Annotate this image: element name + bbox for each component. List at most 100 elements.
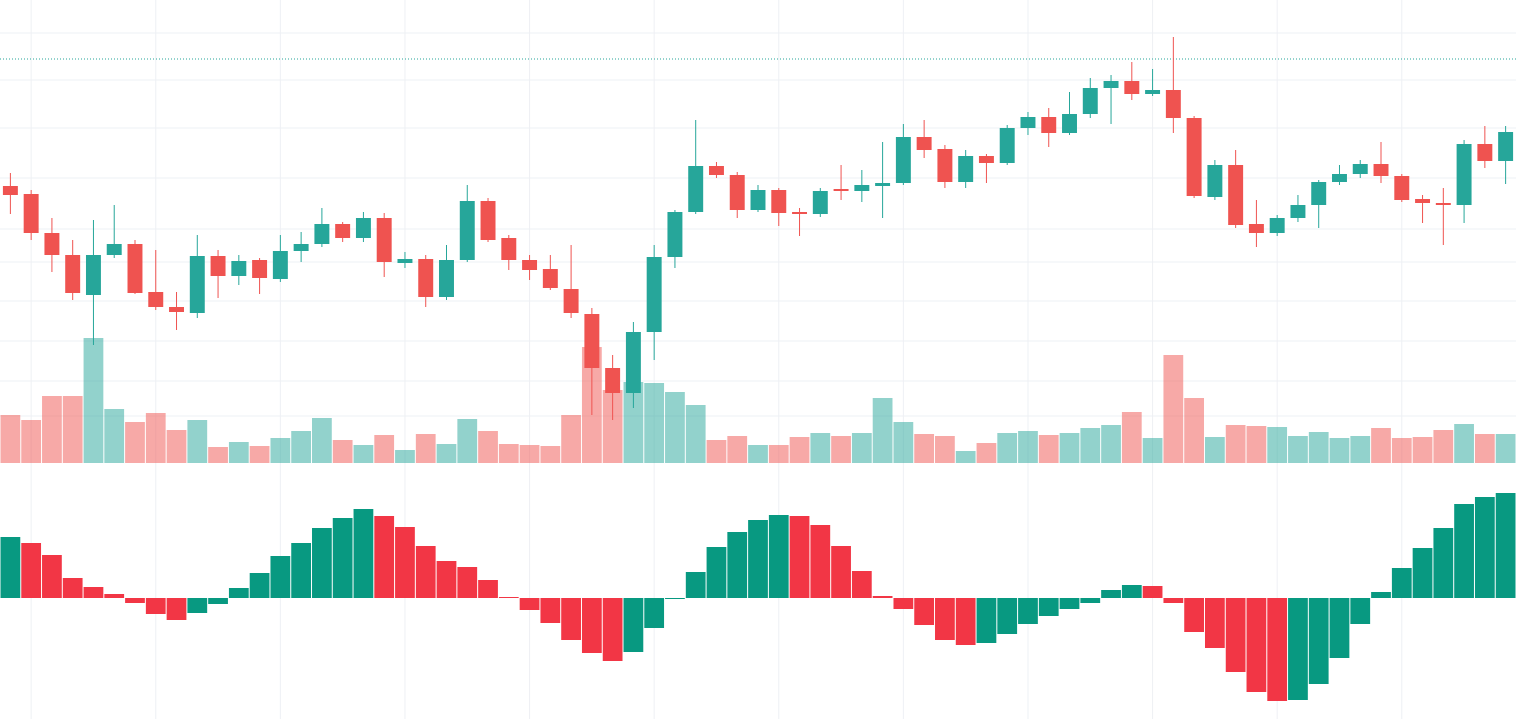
- price-pane: [0, 37, 1516, 420]
- candle-body: [252, 260, 268, 278]
- candle-body: [1456, 144, 1472, 205]
- histogram-bar: [1184, 598, 1204, 632]
- volume-bar: [0, 415, 21, 463]
- volume-bar: [1059, 433, 1080, 463]
- candle-body: [1020, 117, 1036, 128]
- histogram-bar: [353, 509, 374, 598]
- candle-body: [459, 201, 475, 260]
- volume-bar: [1038, 435, 1059, 463]
- histogram-bar: [831, 546, 851, 598]
- candle-body: [1498, 132, 1514, 161]
- candle-body: [1041, 117, 1057, 133]
- volume-bar: [706, 440, 727, 463]
- candle-body: [314, 224, 330, 244]
- volume-bar: [997, 433, 1018, 463]
- candle-body: [1228, 165, 1244, 225]
- candle-body: [1145, 90, 1161, 94]
- candle-body: [542, 269, 558, 288]
- volume-bar: [291, 431, 312, 463]
- histogram-bar: [1412, 548, 1433, 598]
- histogram-bar: [976, 598, 997, 643]
- volume-bar: [1101, 425, 1121, 463]
- volume-bar: [1329, 438, 1350, 463]
- histogram-bar: [914, 598, 935, 625]
- histogram-bar: [208, 598, 228, 604]
- histogram-bar: [768, 515, 789, 598]
- candle-body: [439, 260, 454, 297]
- volume-bar: [1391, 438, 1412, 463]
- volume-bar: [1267, 427, 1288, 463]
- volume-bar: [1412, 437, 1433, 463]
- volume-bar: [208, 447, 228, 463]
- candle-body: [792, 212, 808, 214]
- candle-body: [875, 183, 891, 186]
- volume-bar: [851, 433, 872, 463]
- volume-bar: [166, 430, 187, 463]
- volume-bar: [1495, 434, 1516, 463]
- candle-body: [833, 189, 849, 191]
- candle-body: [1290, 205, 1306, 218]
- candle-body: [106, 244, 122, 255]
- candle-body: [1082, 88, 1098, 114]
- volume-bar: [1080, 428, 1101, 463]
- histogram-bar: [1308, 598, 1329, 684]
- histogram-bar: [104, 594, 125, 598]
- candle-body: [667, 212, 683, 257]
- candle-body: [937, 149, 953, 182]
- candle-body: [916, 137, 932, 150]
- histogram-bar: [685, 572, 706, 598]
- candle-body: [1415, 199, 1431, 203]
- volume-bar: [665, 392, 685, 463]
- histogram-bar: [1495, 493, 1516, 598]
- volume-bar: [1350, 436, 1371, 463]
- candle-body: [189, 256, 205, 313]
- histogram-bar: [0, 537, 21, 598]
- volume-bar: [415, 434, 436, 463]
- histogram-bar: [498, 597, 519, 598]
- volume-bar: [935, 436, 955, 463]
- histogram-bar: [602, 598, 623, 661]
- histogram-bar: [1121, 585, 1142, 598]
- volume-bar: [1225, 425, 1246, 463]
- histogram-bar: [1371, 592, 1391, 598]
- volume-bar: [1018, 431, 1038, 463]
- candle-body: [272, 251, 288, 279]
- volume-bar: [395, 450, 415, 463]
- histogram-bar: [1080, 598, 1101, 603]
- volume-bar: [62, 396, 83, 463]
- volume-bar: [810, 433, 831, 463]
- histogram-bar: [457, 567, 478, 598]
- candle-body: [293, 244, 309, 251]
- histogram-bar: [249, 573, 270, 598]
- histogram-bar: [810, 525, 831, 598]
- histogram-bar: [145, 598, 166, 614]
- candle-body: [563, 289, 579, 313]
- candle-body: [771, 190, 787, 213]
- candle-body: [23, 194, 39, 233]
- histogram-bar: [1433, 528, 1454, 598]
- candle-body: [1269, 218, 1285, 233]
- candle-body: [376, 218, 392, 262]
- histogram-bar: [1329, 598, 1350, 658]
- candle-body: [688, 166, 704, 212]
- histogram-bar: [1267, 598, 1288, 701]
- volume-bar: [685, 405, 706, 463]
- candle-body: [1207, 165, 1223, 197]
- candle-body: [729, 175, 745, 210]
- candle-body: [65, 255, 81, 293]
- volume-bar: [540, 446, 561, 463]
- histogram-bar: [1142, 586, 1163, 598]
- histogram-bar: [374, 516, 395, 598]
- volume-bar: [1288, 436, 1308, 463]
- histogram-bar: [62, 578, 83, 598]
- candle-body: [231, 261, 247, 276]
- volume-bar: [1454, 424, 1474, 463]
- volume-bar: [955, 451, 976, 463]
- volume-bar: [914, 434, 935, 463]
- histogram-bar: [1038, 598, 1059, 616]
- volume-bar: [312, 418, 332, 463]
- histogram-bar: [166, 598, 187, 620]
- volume-bar: [104, 409, 125, 463]
- volume-bar: [1474, 434, 1495, 463]
